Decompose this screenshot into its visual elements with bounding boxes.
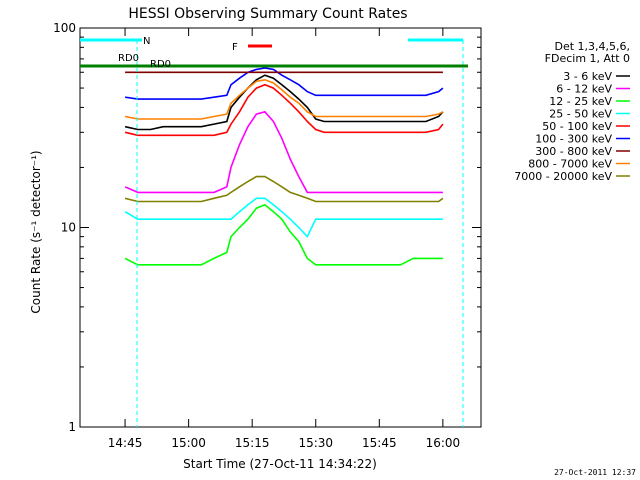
annotations: N RD0 RD0 F bbox=[80, 36, 468, 427]
y-tick-label: 100 bbox=[53, 21, 76, 35]
x-tick-label: 15:15 bbox=[235, 436, 270, 450]
chart-title: HESSI Observing Summary Count Rates bbox=[128, 6, 407, 22]
flare-label: F bbox=[232, 42, 238, 53]
rd0-label: RD0 bbox=[150, 59, 171, 70]
series-line-9 bbox=[124, 175, 444, 203]
legend-header-line: Det 1,3,4,5,6, bbox=[554, 40, 630, 53]
legend-label: 6 - 12 keV bbox=[556, 83, 612, 96]
series-line-3 bbox=[124, 203, 443, 266]
legend-label: 300 - 800 keV bbox=[535, 145, 612, 158]
series-line-5 bbox=[124, 83, 444, 137]
legend-label: 50 - 100 keV bbox=[542, 120, 612, 133]
y-axis-label: Count Rate (s⁻¹ detector⁻¹) bbox=[29, 150, 43, 313]
axes: 14:45 15:00 15:15 15:30 15:45 16:00 1 10 100 bbox=[53, 21, 481, 450]
legend: Det 1,3,4,5,6,FDecim 1, Att 0 3 - 6 keV6 … bbox=[514, 40, 630, 183]
series-line-6 bbox=[124, 67, 444, 100]
legend-label: 25 - 50 keV bbox=[549, 108, 612, 121]
legend-label: 7000 - 20000 keV bbox=[514, 170, 612, 183]
x-tick-label: 16:00 bbox=[426, 436, 461, 450]
rd0-label: RD0 bbox=[118, 53, 139, 64]
series-line-1 bbox=[124, 74, 444, 131]
y-tick-label: 10 bbox=[61, 221, 76, 235]
series-line-8 bbox=[124, 78, 444, 120]
x-tick-label: 15:30 bbox=[298, 436, 333, 450]
x-tick-label: 15:00 bbox=[171, 436, 206, 450]
legend-label: 100 - 300 keV bbox=[535, 133, 612, 146]
series-line-2 bbox=[124, 110, 443, 194]
legend-label: 12 - 25 keV bbox=[549, 95, 612, 108]
x-axis-label: Start Time (27-Oct-11 14:34:22) bbox=[183, 457, 377, 471]
legend-header-line: FDecim 1, Att 0 bbox=[545, 52, 630, 65]
series-line-4 bbox=[124, 197, 443, 238]
night-label: N bbox=[143, 36, 150, 47]
x-tick-label: 15:45 bbox=[362, 436, 397, 450]
footer-timestamp: 27-Oct-2011 12:37 bbox=[554, 468, 636, 477]
x-tick-label: 14:45 bbox=[108, 436, 143, 450]
y-tick-label: 1 bbox=[68, 420, 76, 434]
legend-label: 800 - 7000 keV bbox=[528, 158, 612, 171]
legend-label: 3 - 6 keV bbox=[563, 70, 612, 83]
series-lines bbox=[124, 67, 444, 266]
